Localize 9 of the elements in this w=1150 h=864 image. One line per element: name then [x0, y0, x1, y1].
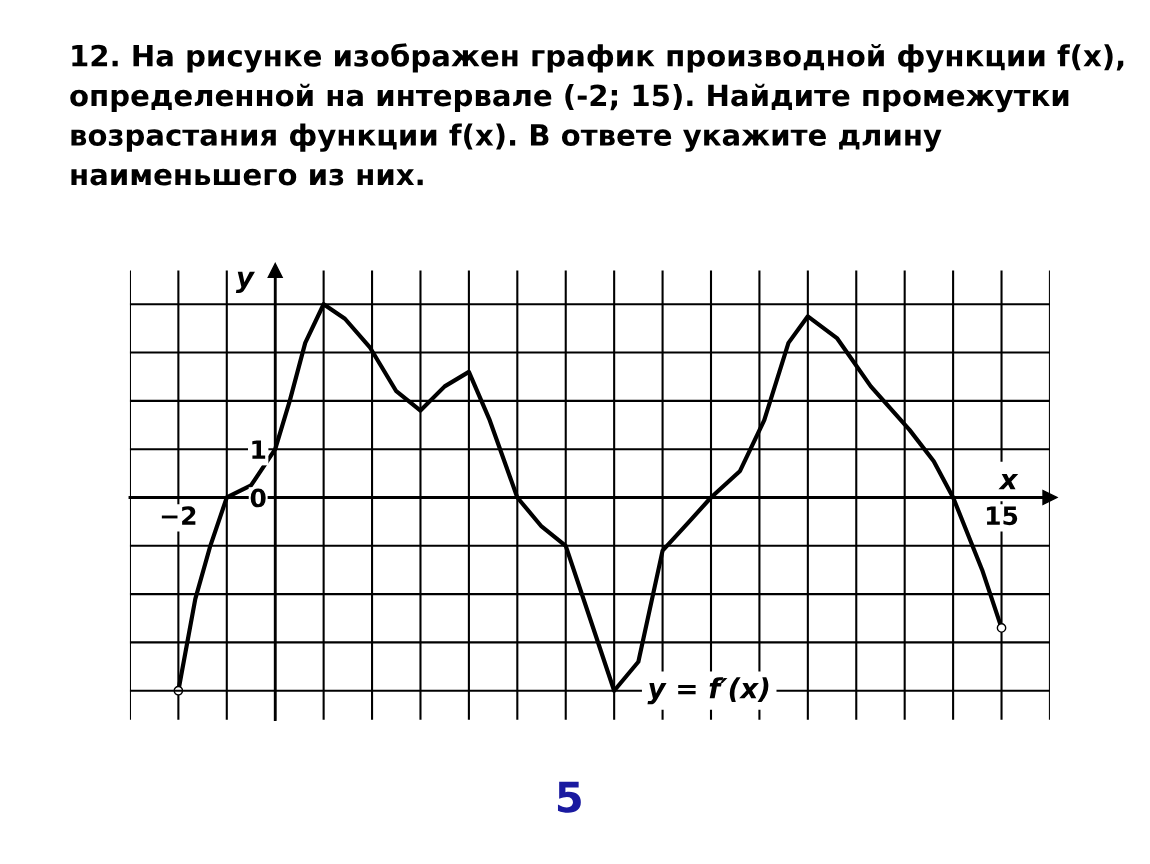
- x-tick-label: −2: [161, 506, 196, 525]
- y-axis-title: y: [235, 271, 255, 293]
- x-axis-title: x: [998, 474, 1019, 490]
- y-tick-label: 1: [252, 440, 266, 459]
- annotation: y = f′(x): [647, 677, 769, 705]
- text: 5: [557, 781, 581, 813]
- y-tick-label: 0: [250, 488, 266, 508]
- x-tick-label: 15: [986, 506, 1018, 526]
- chart-title: 12. На рисунке изображен график производной функции f(x), определенной на интервале (-2; 15). Найдите промежутки возрастания функции f(x). В ответе укажите длину наименьшего из них.: [70, 43, 1124, 186]
